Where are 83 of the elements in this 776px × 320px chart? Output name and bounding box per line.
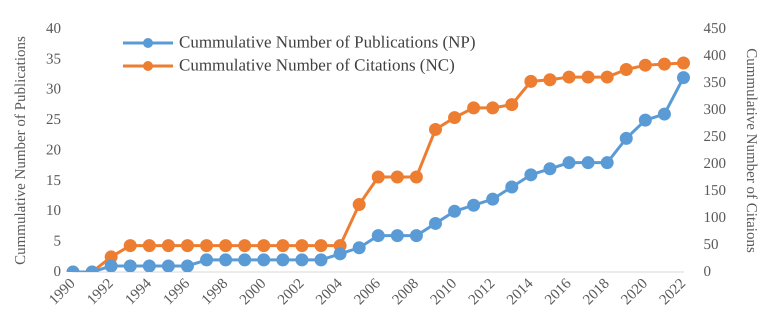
point bbox=[390, 229, 404, 242]
point bbox=[658, 108, 671, 121]
y2-tick-label: 250 bbox=[704, 128, 726, 145]
point bbox=[620, 132, 633, 145]
point bbox=[600, 156, 614, 170]
point bbox=[582, 156, 595, 170]
point bbox=[677, 71, 690, 84]
y2-tick-label: 350 bbox=[704, 74, 726, 91]
point bbox=[638, 58, 652, 72]
y2-tick-label: 150 bbox=[704, 182, 726, 199]
point bbox=[638, 114, 652, 127]
y-tick-label: 20 bbox=[46, 142, 61, 158]
point bbox=[410, 170, 423, 184]
point bbox=[486, 192, 500, 206]
point bbox=[600, 70, 614, 84]
point bbox=[180, 239, 194, 252]
point bbox=[219, 253, 232, 266]
point bbox=[505, 180, 518, 194]
point bbox=[524, 74, 538, 88]
point bbox=[124, 239, 137, 252]
point bbox=[257, 253, 270, 266]
point bbox=[314, 253, 328, 266]
point bbox=[467, 101, 480, 114]
y2-axis-title: Cummulative Number of Citaions bbox=[743, 48, 760, 253]
legend-label: Cummulative Number of Publications (NP) bbox=[179, 32, 476, 52]
y-tick-label: 15 bbox=[46, 172, 61, 189]
point bbox=[180, 259, 194, 272]
point bbox=[372, 229, 385, 242]
point bbox=[562, 70, 576, 84]
point bbox=[276, 239, 290, 252]
point bbox=[200, 239, 214, 252]
y-tick-label: 25 bbox=[46, 112, 61, 128]
point bbox=[219, 239, 232, 252]
point bbox=[314, 239, 328, 252]
y-tick-label: 5 bbox=[54, 234, 61, 250]
point bbox=[505, 98, 518, 112]
point bbox=[448, 111, 462, 124]
point bbox=[410, 229, 423, 242]
point bbox=[486, 101, 500, 114]
point bbox=[390, 170, 404, 184]
point bbox=[142, 259, 156, 272]
y-tick-label: 10 bbox=[46, 203, 61, 220]
point bbox=[562, 156, 576, 170]
point bbox=[582, 70, 595, 84]
point bbox=[372, 170, 385, 184]
point bbox=[295, 253, 308, 266]
point bbox=[238, 253, 252, 266]
point bbox=[543, 73, 556, 86]
point bbox=[352, 241, 366, 254]
point bbox=[295, 239, 308, 252]
point bbox=[104, 259, 118, 272]
point bbox=[467, 198, 480, 212]
y-axis-title: Cummulative Number of Publications bbox=[12, 36, 29, 265]
point bbox=[620, 63, 633, 76]
point bbox=[677, 56, 690, 70]
legend-label: Cummulative Number of Citations (NC) bbox=[179, 55, 455, 74]
point bbox=[658, 58, 671, 71]
point bbox=[162, 259, 175, 272]
y-tick-label: 35 bbox=[46, 51, 61, 68]
point bbox=[334, 247, 347, 260]
point bbox=[257, 239, 270, 252]
point bbox=[428, 122, 442, 136]
y2-tick-label: 50 bbox=[704, 236, 718, 253]
y-tick-label: 40 bbox=[46, 20, 61, 37]
y-tick-label: 30 bbox=[46, 82, 61, 98]
point bbox=[200, 253, 214, 266]
y2-tick-label: 450 bbox=[704, 20, 726, 37]
point bbox=[238, 239, 252, 252]
y2-tick-label: 400 bbox=[704, 48, 726, 64]
point bbox=[124, 259, 137, 272]
point bbox=[543, 162, 556, 176]
y2-tick-label: 200 bbox=[704, 156, 726, 172]
point bbox=[162, 239, 175, 252]
y2-tick-label: 300 bbox=[704, 102, 726, 118]
x-tick-label: 1992 bbox=[84, 276, 117, 308]
y2-tick-label: 100 bbox=[704, 210, 726, 226]
point bbox=[428, 216, 442, 230]
point bbox=[276, 253, 290, 266]
point bbox=[352, 198, 366, 212]
y2-tick-label: 0 bbox=[704, 264, 711, 280]
point bbox=[448, 204, 462, 218]
point bbox=[142, 239, 156, 252]
point bbox=[524, 168, 538, 182]
